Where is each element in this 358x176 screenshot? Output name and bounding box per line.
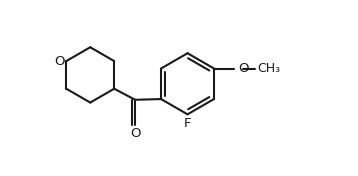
Text: O: O xyxy=(238,62,248,75)
Text: O: O xyxy=(55,55,65,68)
Text: CH₃: CH₃ xyxy=(257,62,280,75)
Text: F: F xyxy=(184,117,191,130)
Text: O: O xyxy=(130,127,140,140)
